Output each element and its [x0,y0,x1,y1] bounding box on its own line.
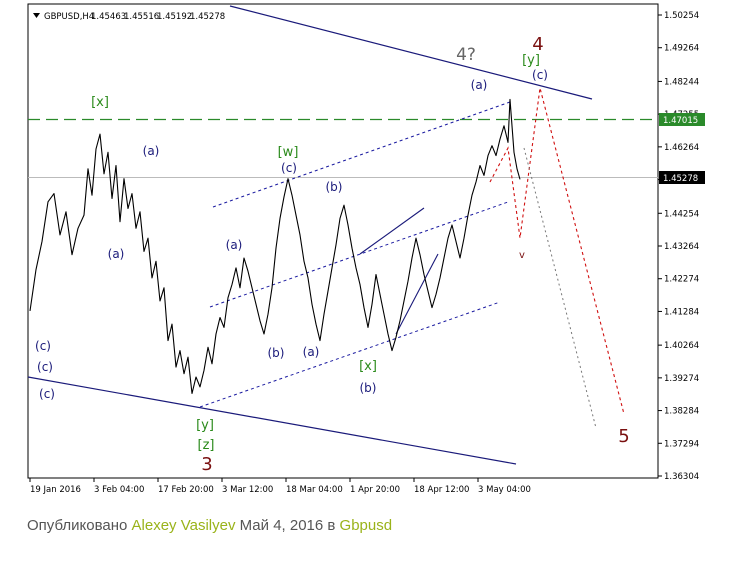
ohlc-open: 1.45463 [91,12,126,22]
wave-label: [w] [278,145,299,160]
x-tick-label: 17 Feb 20:00 [158,485,214,495]
ohlc-high: 1.45516 [124,12,159,22]
y-tick-label: 1.48244 [664,77,699,87]
caption-date: Май 4, 2016 в [235,517,340,534]
ohlc-close: 1.45278 [190,12,225,22]
category-link[interactable]: Gbpusd [339,517,393,534]
wave-label: [y] [522,53,540,68]
wave-label: (c) [281,161,297,175]
wave-label: (a) [108,247,125,261]
x-tick-label: 18 Apr 12:00 [414,485,469,495]
wave-label: (c) [37,360,53,374]
wave-label: [x] [91,95,109,110]
y-tick-label: 1.42274 [664,275,699,285]
y-tick-label: 1.50254 [664,11,699,21]
y-tick-label: 1.39274 [664,374,699,384]
author-link[interactable]: Alexey Vasilyev [131,517,236,534]
wave-label: (b) [268,346,285,360]
wave-label: (a) [226,238,243,252]
channel-top-line [212,101,511,208]
plot-frame [27,3,659,479]
price-axis-ticks: 1.502541.492641.482441.472551.462641.452… [658,11,699,482]
wave-label: 4 [532,34,543,55]
upper-trendline [229,5,593,100]
x-tick-label: 19 Jan 2016 [30,485,81,495]
y-tick-label: 1.36304 [664,472,699,482]
level-price-tag [659,113,705,126]
caption-prefix: Опубликовано [27,517,132,534]
wave-label: [z] [198,438,215,453]
wave-label: 5 [618,426,629,447]
publication-caption: Опубликовано Alexey Vasilyev Май 4, 2016… [27,517,392,534]
wave-label: [x] [359,359,377,374]
channel-mid-line [209,201,509,308]
lower-trendline [27,376,517,465]
y-tick-label: 1.43264 [664,242,699,252]
wedge-upper-line [359,207,425,255]
symbol-name: GBPUSD,H4 [44,12,94,22]
time-axis-ticks: 19 Jan 2016 3 Feb 04:00 17 Feb 20:00 3 Mar … [29,478,531,495]
x-tick-label: 3 May 04:00 [478,485,531,495]
symbol-triangle-icon [33,13,40,18]
y-tick-label: 1.40264 [664,341,699,351]
wave-labels: 4? 4[y](c)(a)[x](a) [w](c)(b)(a)(a)(b) (a)(… [35,34,630,475]
forecast-red-path [489,87,625,415]
wave-label: (b) [360,381,377,395]
y-tick-label: 1.49264 [664,44,699,54]
wave-label: (a) [471,78,488,92]
wave-label: (c) [532,68,548,82]
wave-label: (b) [326,180,343,194]
wave-label: (c) [35,339,51,353]
channel-bottom-line [199,301,501,408]
y-tick-label: 1.37294 [664,439,699,449]
y-tick-label: 1.46264 [664,143,699,153]
wedge-lower-line [395,253,439,335]
x-tick-label: 1 Apr 20:00 [350,485,400,495]
chart-frame: GBPUSD,H4 1.45463 1.45516 1.45192 1.4527… [27,3,705,495]
wave-label: (c) [39,387,55,401]
y-tick-label: 1.44254 [664,209,699,219]
level-price-label: 1.47015 [663,116,698,126]
wave-label: [y] [196,418,214,433]
current-price-label: 1.45278 [663,174,698,184]
x-tick-label: 18 Mar 04:00 [286,485,343,495]
price-chart: GBPUSD,H4 1.45463 1.45516 1.45192 1.4527… [27,3,705,495]
wave-label: 3 [201,454,212,475]
wave-label: v [519,250,525,261]
current-price-tag [659,171,705,184]
forecast-gray-path [523,147,597,429]
ohlc-low: 1.45192 [157,12,192,22]
x-tick-label: 3 Mar 12:00 [222,485,273,495]
y-tick-label: 1.38284 [664,407,699,417]
wave-label: (a) [143,144,160,158]
y-tick-label: 1.41284 [664,307,699,317]
wave-label: (a) [303,345,320,359]
price-series-line [29,98,521,395]
x-tick-label: 3 Feb 04:00 [94,485,144,495]
wave-label: 4? [456,45,476,65]
